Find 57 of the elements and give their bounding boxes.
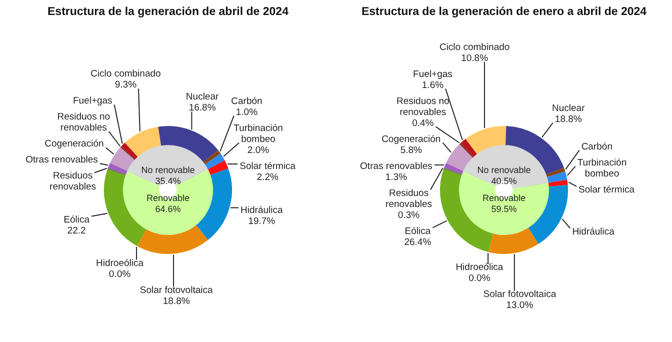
slice-label: Renovable [482, 192, 526, 203]
slice-label: Otras renovables [26, 154, 98, 166]
slice-label: Fuel+gas [72, 96, 113, 107]
slice-label: Fuel+gas [413, 68, 453, 80]
text: 0.0% [108, 268, 131, 280]
slice-label: Cogeneración [44, 138, 104, 150]
data-label: 0.3% [398, 210, 420, 221]
slice-label: Solar fotovoltaica [140, 284, 214, 296]
slice-label: Residuos renovables [386, 188, 432, 210]
slice-label: Hidráulica [240, 205, 284, 216]
slice-label: Nuclear [186, 92, 219, 103]
data-label: 0.4% [412, 118, 434, 129]
slice-label: Cogeneración [382, 134, 441, 145]
text: 0.0% [468, 273, 490, 284]
data-label: 35.4% [155, 176, 181, 186]
slice-label: Hidráulica [572, 226, 616, 238]
slice-label: Eólica [64, 214, 90, 226]
legend-label: Hidroeólica [456, 262, 504, 274]
data-label: 1.6% [422, 80, 444, 91]
slice-label: Residuos renovables [50, 170, 96, 193]
data-label: 40.5% [491, 176, 517, 186]
data-label: 22.2 [67, 225, 86, 236]
slice-label: Residuos no renovables [396, 96, 450, 118]
data-label: 26.4% [404, 236, 432, 248]
slice-label: Renovable [146, 192, 190, 203]
data-label: 9.3% [114, 80, 138, 91]
data-label: 18.8% [162, 296, 190, 307]
slice-label: Carbón [231, 96, 262, 107]
data-label: 59.5% [491, 204, 517, 214]
slice-label: Otras renovables [360, 160, 433, 172]
legend-label: Hidroeólica [96, 258, 144, 269]
data-label: 64.6% [155, 204, 181, 214]
slice-label: Turbinación bombeo [234, 122, 283, 145]
slice-label: Turbinación bombeo [577, 157, 627, 180]
data-label: 16.8% [188, 102, 216, 114]
chart-title: Estructura de la generación de enero a abril de 2024 [360, 6, 648, 18]
chart-title: Estructura de la generación de abril de 2024 [46, 6, 290, 18]
slice-label: Solar térmica [240, 160, 296, 172]
data-label: 2.2% [256, 172, 279, 183]
slice-label: Carbón [581, 141, 612, 152]
data-label: 10.8% [461, 52, 489, 64]
slice-label: Ciclo combinado [439, 42, 510, 53]
data-label: 18.8% [554, 114, 582, 125]
slice-label: Residuos no renovables [57, 112, 110, 134]
data-label: 19.7% [248, 216, 276, 228]
slice-label: Ciclo combinado [90, 68, 161, 80]
slice-label: Solar fotovoltaica [483, 289, 557, 300]
slice-label: Eólica [404, 226, 432, 237]
slice-label: Solar térmica [578, 184, 636, 196]
slice-label: No renovable [477, 164, 531, 175]
data-label: 13.0% [506, 300, 534, 312]
data-label: 1.0% [236, 106, 258, 118]
slice-label: No renovable [141, 164, 195, 175]
data-label: 5.8% [400, 144, 423, 156]
data-label: 2.0% [247, 144, 270, 156]
slice-label: Nuclear [552, 102, 585, 114]
data-label: 1.3% [385, 172, 408, 183]
